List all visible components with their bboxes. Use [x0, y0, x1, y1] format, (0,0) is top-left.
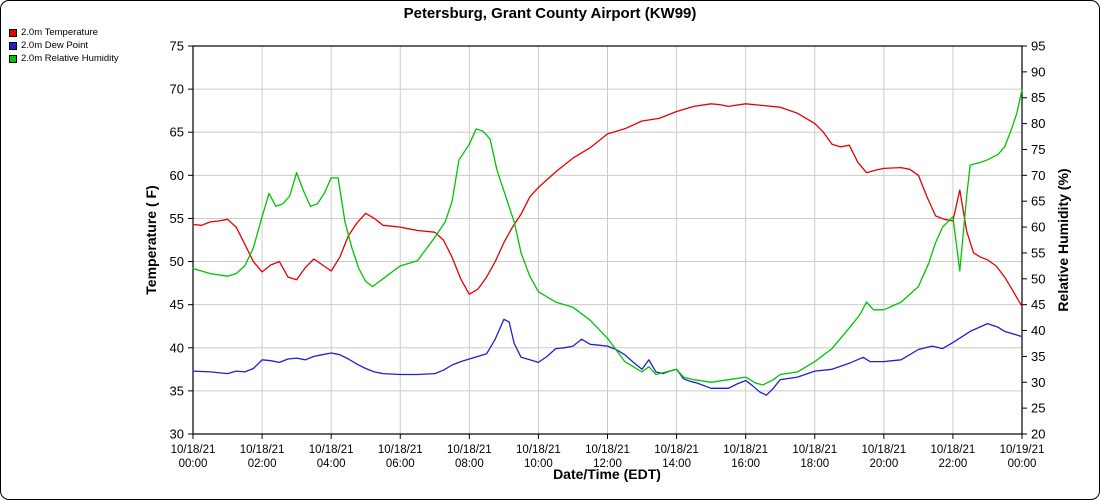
x-tick-date: 10/18/21: [861, 444, 906, 456]
x-tick-time: 10:00: [524, 458, 553, 470]
x-tick-time: 06:00: [386, 458, 415, 470]
x-tick-time: 16:00: [731, 458, 760, 470]
y-right-tick-label: 50: [1031, 271, 1045, 286]
legend-item-label: 2.0m Relative Humidity: [21, 53, 119, 64]
x-axis-label: Date/Time (EDT): [553, 466, 661, 482]
y-left-tick-label: 35: [170, 383, 184, 398]
y-right-tick-label: 65: [1031, 194, 1045, 209]
x-tick-time: 02:00: [248, 458, 277, 470]
chart-title: Petersburg, Grant County Airport (KW99): [403, 5, 697, 22]
y-left-tick-label: 65: [170, 125, 184, 140]
x-tick-time: 04:00: [317, 458, 346, 470]
y-right-tick-label: 55: [1031, 245, 1045, 260]
y-right-tick-label: 95: [1031, 39, 1045, 54]
y-left-tick-label: 70: [170, 82, 184, 97]
legend-item-label: 2.0m Temperature: [21, 27, 98, 38]
x-tick-time: 00:00: [179, 458, 208, 470]
legend-swatch: [9, 54, 17, 63]
y-axis-label-right: Relative Humidity (%): [1055, 168, 1071, 312]
y-right-tick-label: 85: [1031, 90, 1045, 105]
x-tick-date: 10/18/21: [516, 444, 561, 456]
legend-item: 2.0m Dew Point: [9, 39, 119, 52]
legend: 2.0m Temperature 2.0m Dew Point 2.0m Relat…: [9, 26, 119, 65]
y-right-tick-label: 45: [1031, 297, 1045, 312]
x-tick-date: 10/18/21: [792, 444, 837, 456]
y-left-tick-label: 45: [170, 297, 184, 312]
legend-item: 2.0m Relative Humidity: [9, 52, 119, 65]
legend-item: 2.0m Temperature: [9, 26, 119, 39]
series-line-2-0m-relative-humidity: [192, 89, 1023, 386]
x-tick-time: 08:00: [455, 458, 484, 470]
series-line-2-0m-temperature: [192, 103, 1023, 308]
y-right-tick-label: 25: [1031, 401, 1045, 416]
x-tick-date: 10/18/21: [309, 444, 354, 456]
x-tick-time: 18:00: [800, 458, 829, 470]
x-tick-date: 10/18/21: [447, 444, 492, 456]
y-right-tick-label: 35: [1031, 349, 1045, 364]
series-line-2-0m-dew-point: [192, 318, 1023, 396]
y-left-tick-label: 60: [170, 168, 184, 183]
y-right-tick-label: 70: [1031, 168, 1045, 183]
x-tick-date: 10/19/21: [1000, 444, 1045, 456]
x-tick-date: 10/18/21: [723, 444, 768, 456]
y-left-tick-label: 75: [170, 39, 184, 54]
y-right-tick-label: 75: [1031, 142, 1045, 157]
y-left-tick-label: 50: [170, 254, 184, 269]
x-tick-date: 10/18/21: [654, 444, 699, 456]
x-tick-time: 00:00: [1008, 458, 1037, 470]
y-right-tick-label: 20: [1031, 427, 1045, 442]
x-tick-date: 10/18/21: [931, 444, 976, 456]
y-right-tick-label: 60: [1031, 220, 1045, 235]
y-right-tick-label: 80: [1031, 116, 1045, 131]
legend-item-label: 2.0m Dew Point: [21, 40, 89, 51]
legend-swatch: [9, 28, 17, 37]
y-left-tick-label: 40: [170, 340, 184, 355]
y-axis-label-left: Temperature ( F): [143, 185, 159, 295]
y-left-tick-label: 55: [170, 211, 184, 226]
x-tick-time: 22:00: [939, 458, 968, 470]
x-tick-time: 12:00: [593, 458, 622, 470]
x-tick-date: 10/18/21: [171, 444, 216, 456]
y-right-tick-label: 40: [1031, 323, 1045, 338]
y-right-tick-label: 90: [1031, 64, 1045, 79]
x-tick-time: 20:00: [869, 458, 898, 470]
legend-swatch: [9, 41, 17, 50]
x-tick-time: 14:00: [662, 458, 691, 470]
y-right-tick-label: 30: [1031, 375, 1045, 390]
y-left-tick-label: 30: [170, 427, 184, 442]
x-tick-date: 10/18/21: [378, 444, 423, 456]
x-tick-date: 10/18/21: [585, 444, 630, 456]
x-tick-date: 10/18/21: [240, 444, 285, 456]
